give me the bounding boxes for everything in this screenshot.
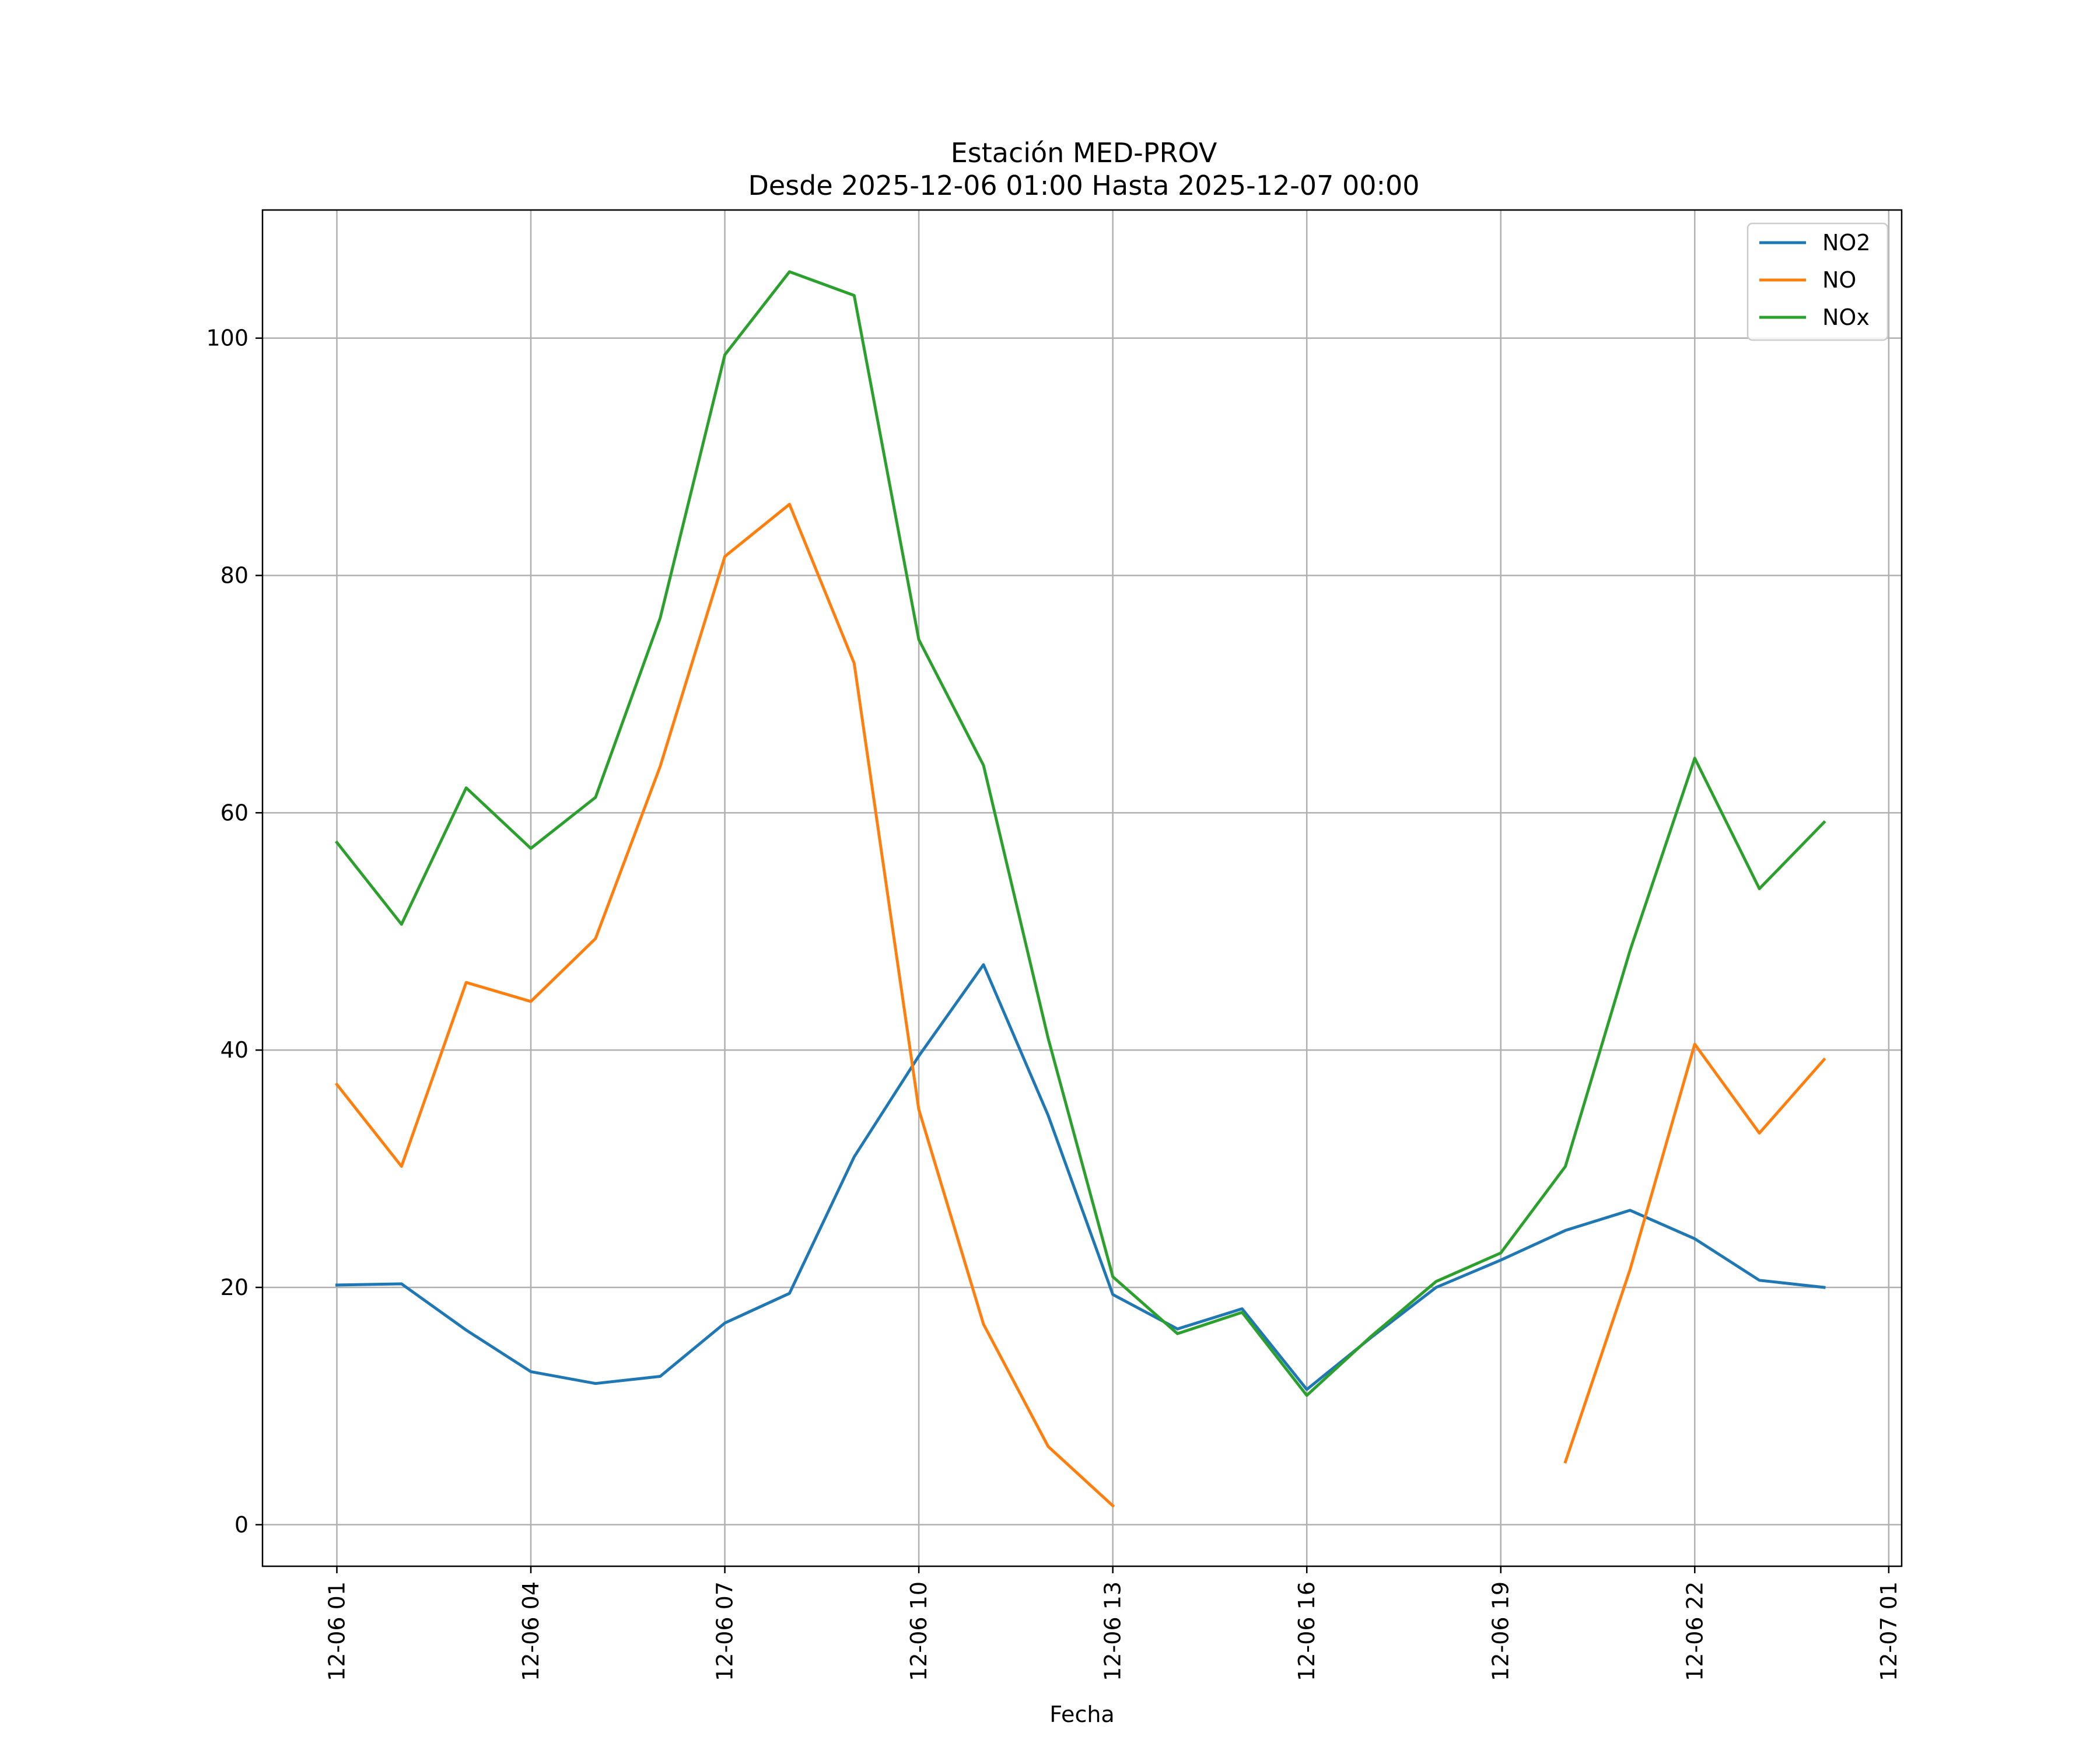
- y-tick-label: 60: [220, 800, 249, 825]
- y-tick-label: 20: [220, 1275, 249, 1300]
- legend-label-nox: NOx: [1822, 304, 1870, 330]
- legend: NO2 NO NOx: [1746, 222, 1889, 341]
- series-line-no: [334, 503, 1826, 1508]
- grid: [262, 210, 1902, 1566]
- plot-frame: [261, 209, 1903, 1567]
- x-tick-label: 12-06 22: [1682, 1581, 1707, 1681]
- axes: 12-06 01 12-06 04 12-06 07 12-06 10 12-06 13…: [206, 326, 1901, 1681]
- series-lines: [334, 270, 1826, 1508]
- y-tick-label: 80: [220, 563, 249, 589]
- legend-label-no: NO: [1822, 267, 1856, 293]
- legend-label-no2: NO2: [1822, 230, 1871, 256]
- chart-title: Estación MED-PROV: [951, 137, 1217, 169]
- y-tick-label: 40: [220, 1037, 249, 1063]
- y-tick-label: 100: [206, 326, 249, 351]
- x-tick-label: 12-06 16: [1294, 1581, 1320, 1681]
- x-tick-label: 12-06 04: [518, 1581, 544, 1681]
- x-tick-label: 12-06 01: [324, 1581, 349, 1681]
- y-tick-label: 0: [235, 1512, 249, 1538]
- x-tick-label: 12-07 01: [1876, 1581, 1902, 1681]
- series-line-nox: [334, 270, 1826, 1397]
- x-tick-label: 12-06 19: [1488, 1581, 1514, 1681]
- x-axis-label: Fecha: [1049, 1702, 1114, 1727]
- legend-box: [1746, 222, 1889, 341]
- x-tick-label: 12-06 10: [906, 1581, 932, 1681]
- x-tick-label: 12-06 13: [1100, 1581, 1126, 1681]
- series-line-no2: [335, 963, 1826, 1391]
- chart-subtitle: Desde 2025-12-06 01:00 Hasta 2025-12-07 …: [748, 170, 1419, 201]
- x-tick-label: 12-06 07: [712, 1581, 738, 1681]
